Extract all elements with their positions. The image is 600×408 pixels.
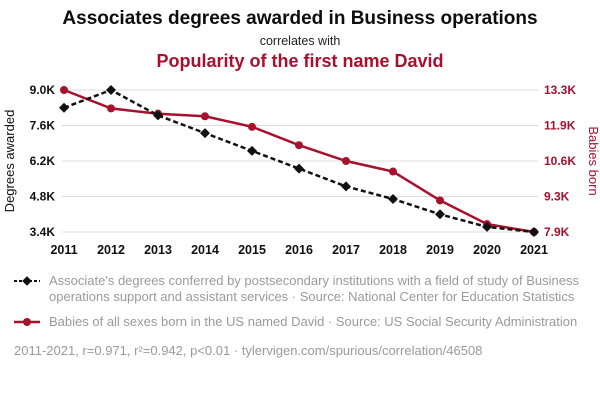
x-axis-tick: 2017 [332, 243, 360, 257]
x-axis-tick: 2020 [473, 243, 501, 257]
x-axis-tick: 2011 [50, 243, 77, 257]
x-axis-tick: 2012 [97, 243, 125, 257]
legend-item-label: Associate's degrees conferred by postsec… [49, 272, 579, 304]
x-axis-tick: 2014 [191, 243, 219, 257]
x-axis-tick: 2021 [520, 243, 548, 257]
legend: Associate's degrees conferred by postsec… [0, 271, 600, 332]
right-axis-tick: 9.3K [544, 189, 570, 203]
x-axis-tick: 2013 [144, 243, 172, 257]
page: Associates degrees awarded in Business o… [0, 8, 600, 358]
marker-diamond-degrees [388, 193, 398, 204]
left-axis-tick: 7.6K [30, 118, 56, 132]
marker-circle-david [342, 156, 350, 165]
left-axis-tick: 3.4K [30, 225, 56, 239]
page-title: Associates degrees awarded in Business o… [62, 8, 538, 29]
marker-diamond-degrees [247, 145, 257, 156]
stats-and-source-line: 2011-2021, r=0.971, r²=0.942, p<0.01 · t… [14, 342, 483, 358]
solid-circle-line-icon [14, 314, 40, 332]
left-axis-tick: 6.2K [30, 154, 56, 168]
chart-line-degrees [63, 88, 535, 234]
marker-circle-david [201, 112, 209, 121]
marker-diamond-degrees [294, 163, 304, 174]
marker-circle-david [248, 122, 256, 131]
marker-circle-david [436, 196, 444, 205]
marker-diamond-degrees [106, 84, 116, 95]
marker-diamond-degrees [435, 209, 445, 220]
marker-diamond-degrees [59, 102, 69, 113]
marker-diamond-degrees [153, 110, 163, 121]
legend-item-label: Babies of all sexes born in the US named… [49, 313, 578, 329]
right-axis-tick: 7.9K [544, 225, 570, 239]
correlates-with-label: correlates with [259, 33, 341, 48]
dashed-diamond-line-icon [14, 273, 40, 291]
right-axis-tick: 10.6K [544, 154, 576, 168]
marker-circle-david [107, 104, 115, 113]
marker-diamond-degrees [482, 221, 492, 232]
chart-container: 3.4K 7.9K 4.8K 9.3K 6.2K 10.6K 7.6K 11.9K 9.0K 13… [0, 76, 600, 271]
marker-circle-david [60, 85, 68, 94]
legend-item-degrees: Associate's degrees conferred by postsec… [14, 273, 586, 305]
marker-circle-david [389, 167, 397, 176]
legend-item-david: Babies of all sexes born in the US named… [14, 314, 586, 332]
right-axis-tick: 11.9K [544, 118, 576, 132]
left-axis-tick: 4.8K [30, 189, 56, 203]
marker-diamond-degrees [529, 226, 539, 237]
left-axis-tick: 9.0K [30, 83, 56, 97]
x-axis-tick: 2016 [285, 243, 313, 257]
x-axis-tick: 2015 [238, 243, 266, 257]
x-axis-tick: 2018 [379, 243, 407, 257]
marker-diamond-degrees [341, 181, 351, 192]
right-axis-tick: 13.3K [544, 83, 576, 97]
x-axis-tick: 2019 [426, 243, 454, 257]
marker-circle-david [295, 141, 303, 150]
right-axis-label: Babies born [586, 126, 600, 195]
secondary-title: Popularity of the first name David [156, 50, 444, 71]
left-axis-label: Degrees awarded [2, 110, 17, 213]
chart: 3.4K 7.9K 4.8K 9.3K 6.2K 10.6K 7.6K 11.9K 9.0K 13… [2, 83, 600, 257]
marker-diamond-degrees [200, 127, 210, 138]
